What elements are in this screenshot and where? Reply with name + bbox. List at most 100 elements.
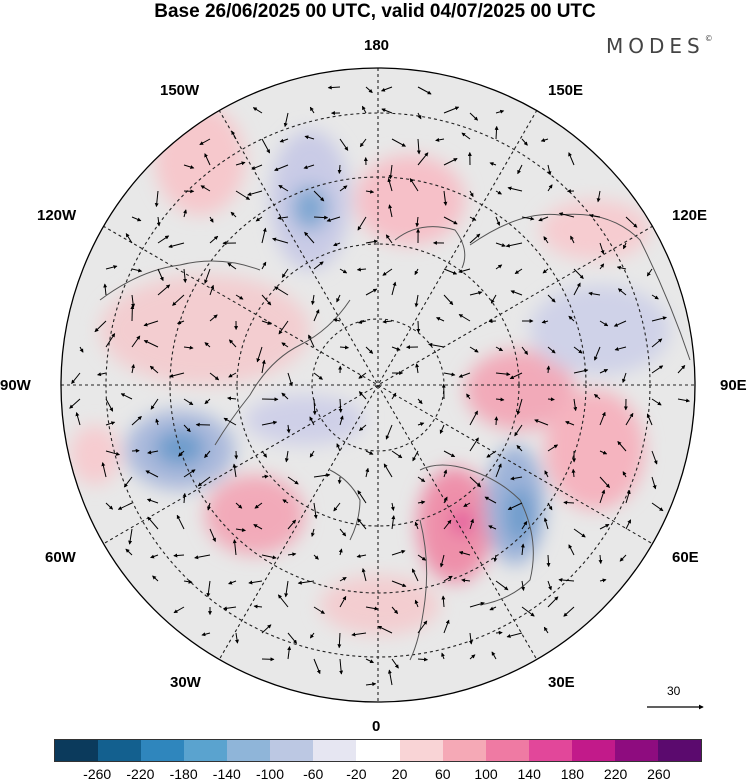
wind-vector <box>209 235 219 244</box>
wind-vector <box>507 186 523 192</box>
wind-vector <box>253 524 263 530</box>
wind-vector <box>568 315 575 322</box>
wind-vector <box>365 239 379 244</box>
coastlines <box>99 213 691 661</box>
wind-vector <box>339 576 347 582</box>
longitude-label-150w: 150W <box>160 82 200 99</box>
wind-vector <box>622 471 627 478</box>
wind-vector <box>183 209 187 218</box>
wind-vector <box>391 392 397 400</box>
wind-vector <box>495 109 505 114</box>
wind-vector <box>156 216 161 227</box>
longitude-label-120e: 120E <box>672 207 708 224</box>
wind-vector <box>382 319 393 324</box>
wind-vector <box>546 365 551 374</box>
wind-vector <box>338 548 343 556</box>
wind-vector <box>469 476 482 488</box>
wind-vector <box>157 284 171 296</box>
wind-vector <box>282 499 289 504</box>
wind-vector <box>227 262 237 270</box>
wind-vector <box>415 363 420 374</box>
wind-vector <box>105 450 121 456</box>
wind-vector <box>458 268 471 274</box>
wind-vector <box>494 125 499 140</box>
wind-vector <box>520 543 525 556</box>
wind-vector <box>131 363 135 374</box>
wind-vector <box>199 138 211 146</box>
wind-vector <box>235 502 243 509</box>
wind-vector <box>313 473 331 478</box>
longitude-label-150e: 150E <box>548 82 584 99</box>
wind-vector <box>469 437 479 452</box>
wind-vector <box>387 177 393 192</box>
wind-vector <box>277 215 289 220</box>
wind-vector <box>131 216 142 222</box>
wind-vector <box>358 391 367 400</box>
wind-vector <box>414 294 419 308</box>
colorbar-tick-label: -60 <box>303 766 324 782</box>
wind-vector <box>287 372 293 387</box>
wind-vector <box>625 489 631 504</box>
wind-vector <box>510 476 523 481</box>
wind-vector <box>443 496 448 504</box>
wind-vector <box>261 294 272 306</box>
wind-vector <box>547 444 559 452</box>
wind-vector <box>256 346 263 363</box>
wind-vector <box>617 440 627 452</box>
wind-vector <box>411 568 419 582</box>
wind-vector <box>169 372 185 378</box>
wind-vector <box>309 106 315 114</box>
wind-vector <box>143 340 159 348</box>
wind-vector <box>357 518 367 530</box>
wind-vector <box>385 234 393 244</box>
wind-vector <box>209 314 218 322</box>
wind-vector <box>573 282 581 296</box>
wind-vectors <box>69 85 691 687</box>
wind-vector <box>443 106 460 114</box>
wind-vector <box>157 268 164 282</box>
wind-vector <box>517 164 523 175</box>
wind-vector <box>521 138 528 146</box>
modes-logo: MODES© <box>606 34 713 58</box>
wind-vector <box>677 365 686 374</box>
wind-vector <box>152 575 159 582</box>
wind-vector <box>117 502 133 510</box>
wind-vector <box>458 314 471 322</box>
wind-vector <box>391 606 399 615</box>
wind-vector <box>228 372 237 378</box>
wind-vector <box>200 185 211 192</box>
colorbar-segment <box>485 740 529 761</box>
wind-vector <box>357 320 367 324</box>
wind-vector <box>599 450 608 455</box>
colorbar-tick-label: -180 <box>169 766 198 782</box>
wind-vector <box>358 424 367 431</box>
wind-vector <box>495 242 506 247</box>
wind-vector <box>365 467 370 478</box>
wind-vector <box>547 397 555 402</box>
wind-vector <box>131 416 142 426</box>
wind-vector <box>558 212 575 218</box>
wind-vector <box>178 450 185 457</box>
wind-vector <box>147 450 159 455</box>
wind-vector <box>443 158 458 166</box>
wind-vector <box>651 476 657 490</box>
wind-vector <box>204 153 211 166</box>
wind-vector <box>417 112 422 120</box>
wind-vector <box>339 595 347 608</box>
longitude-label-0: 0 <box>372 718 381 735</box>
wind-vector <box>235 632 239 644</box>
wind-vector <box>337 164 342 174</box>
colorbar-tick-label: 100 <box>474 766 498 782</box>
longitude-label-180: 180 <box>364 37 390 54</box>
wind-vector <box>382 268 393 276</box>
anomaly-shading <box>70 105 670 635</box>
wind-vector <box>261 227 267 244</box>
wind-vector <box>131 268 143 273</box>
wind-vector <box>247 190 263 197</box>
wind-vector <box>209 372 220 381</box>
wind-vector <box>493 554 498 563</box>
wind-vector <box>387 669 393 686</box>
wind-vector <box>468 632 473 645</box>
wind-vector <box>261 261 267 270</box>
wind-vector <box>197 476 211 487</box>
